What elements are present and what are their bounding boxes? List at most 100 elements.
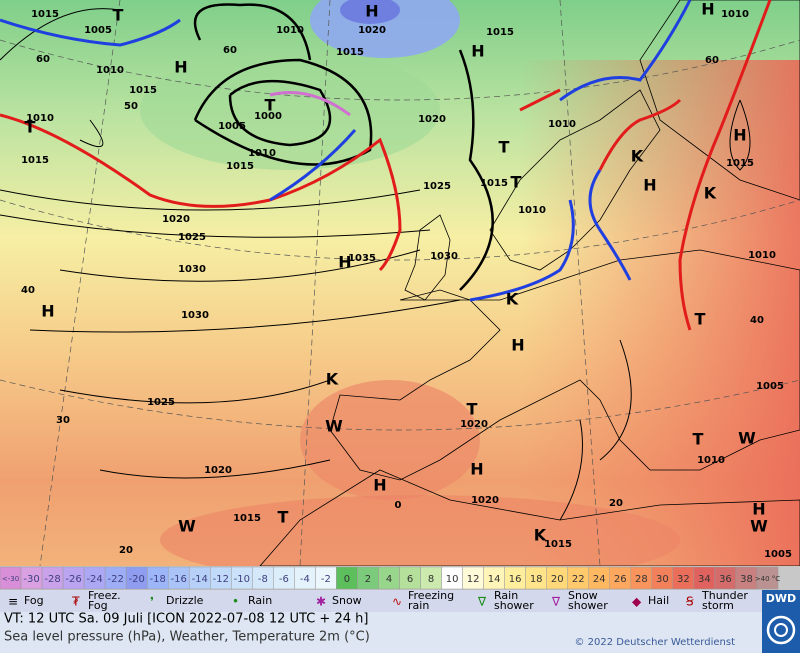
scale-label: 6 — [407, 574, 413, 585]
scale-label: -28 — [44, 574, 60, 585]
legend-band — [0, 590, 762, 612]
graticule — [299, 0, 331, 567]
legend-label: Fog — [24, 594, 44, 607]
front — [559, 0, 692, 102]
isobar-label: 1010 — [276, 25, 304, 36]
coastline — [489, 89, 661, 271]
isobar-label: 1015 — [336, 47, 364, 58]
isobar-label: K — [704, 184, 717, 203]
front — [0, 113, 402, 272]
isobar — [0, 189, 421, 211]
isobar — [193, 58, 373, 166]
isobar-label: W — [738, 429, 756, 448]
scale-label: 0 — [344, 574, 350, 585]
scale-label: 2 — [365, 574, 371, 585]
footer-band — [0, 612, 762, 653]
isobar-label: H — [471, 42, 484, 61]
legend-symbol: ∇ — [551, 595, 561, 609]
isobar-label: 60 — [705, 55, 719, 66]
isobar — [59, 379, 331, 404]
legend-label: Drizzle — [166, 594, 204, 607]
isobar-label: K — [326, 370, 339, 389]
scale-label: -20 — [129, 574, 145, 585]
isobar — [79, 119, 104, 148]
scale-label: -26 — [65, 574, 81, 585]
isobar-label: 1015 — [480, 178, 508, 189]
scale-label: -4 — [300, 574, 310, 585]
isobar-label: 1025 — [147, 397, 175, 408]
isobar-label: T — [693, 430, 704, 449]
isobar-label: T — [695, 310, 706, 329]
isobar-label: 50 — [124, 101, 138, 112]
legend-symbol: • — [232, 595, 239, 609]
isobar-label: T — [25, 118, 36, 137]
scale-label: 24 — [593, 574, 606, 585]
isobar-label: 1020 — [418, 114, 446, 125]
scale-label: -10 — [234, 574, 250, 585]
scale-label: -6 — [279, 574, 289, 585]
front — [519, 88, 561, 112]
legend-symbol: Ꞩ — [686, 595, 694, 609]
isobar-label: 1015 — [544, 539, 572, 550]
green-atlantic — [140, 50, 440, 170]
isobar-label: 1015 — [129, 85, 157, 96]
graticule — [0, 379, 800, 431]
legend-symbol: ✱ — [316, 595, 326, 609]
isobar-label: 20 — [609, 498, 623, 509]
isobar-label: H — [470, 460, 483, 479]
scale-label: >40 °C — [755, 575, 780, 583]
scale-label: -2 — [321, 574, 331, 585]
scale-label: -12 — [213, 574, 229, 585]
legend-label: Hail — [648, 594, 669, 607]
isobar-label: W — [178, 517, 196, 536]
scale-label: 20 — [551, 574, 564, 585]
scale-label: 38 — [740, 574, 753, 585]
isobar-label: 1010 — [96, 65, 124, 76]
isobar — [458, 49, 494, 291]
isobar-label: 1010 — [548, 119, 576, 130]
isobar-label: 1020 — [204, 465, 232, 476]
isobar-label: H — [41, 302, 54, 321]
front — [269, 91, 351, 117]
coastline — [639, 0, 800, 201]
scale-cell — [756, 566, 779, 590]
isobar-label: 1010 — [748, 250, 776, 261]
copyright: © 2022 Deutscher Wetterdienst — [574, 637, 735, 648]
isobar-label: T — [265, 96, 276, 115]
warm-iberia — [300, 380, 480, 500]
isobar-label: 1015 — [726, 158, 754, 169]
legend-label: Rain shower — [494, 589, 534, 612]
legend-label: Rain — [248, 594, 272, 607]
logo-swirl — [766, 615, 796, 645]
isobar-label: 1020 — [358, 25, 386, 36]
coastline — [259, 469, 800, 567]
isobar-label: H — [338, 253, 351, 272]
scale-label: 8 — [428, 574, 434, 585]
scale-label: -8 — [258, 574, 268, 585]
scale-label: 12 — [467, 574, 480, 585]
scale-label: 32 — [677, 574, 690, 585]
scale-label: -22 — [107, 574, 123, 585]
isobar-label: T — [467, 400, 478, 419]
isobar-label: 1010 — [697, 455, 725, 466]
isobar-label: 1000 — [254, 111, 282, 122]
legend-symbol: ❜ — [150, 595, 154, 609]
isobar-label: T — [278, 508, 289, 527]
isobar — [0, 8, 121, 61]
legend-symbol: ◆ — [632, 595, 642, 609]
scale-label: 10 — [446, 574, 459, 585]
isobar — [29, 299, 461, 333]
isobar-label: H — [643, 176, 656, 195]
coastline — [329, 249, 800, 481]
logo-swirl — [774, 623, 788, 637]
scale-label: 22 — [572, 574, 585, 585]
isobar-label: H — [174, 58, 187, 77]
isobar-label: H — [752, 500, 765, 519]
scale-label: -24 — [86, 574, 102, 585]
warm-africa — [160, 495, 680, 585]
isobar-label: 1005 — [764, 549, 792, 560]
legend-symbol: ∿ — [392, 595, 402, 609]
front — [269, 129, 357, 202]
isobar — [559, 419, 583, 521]
